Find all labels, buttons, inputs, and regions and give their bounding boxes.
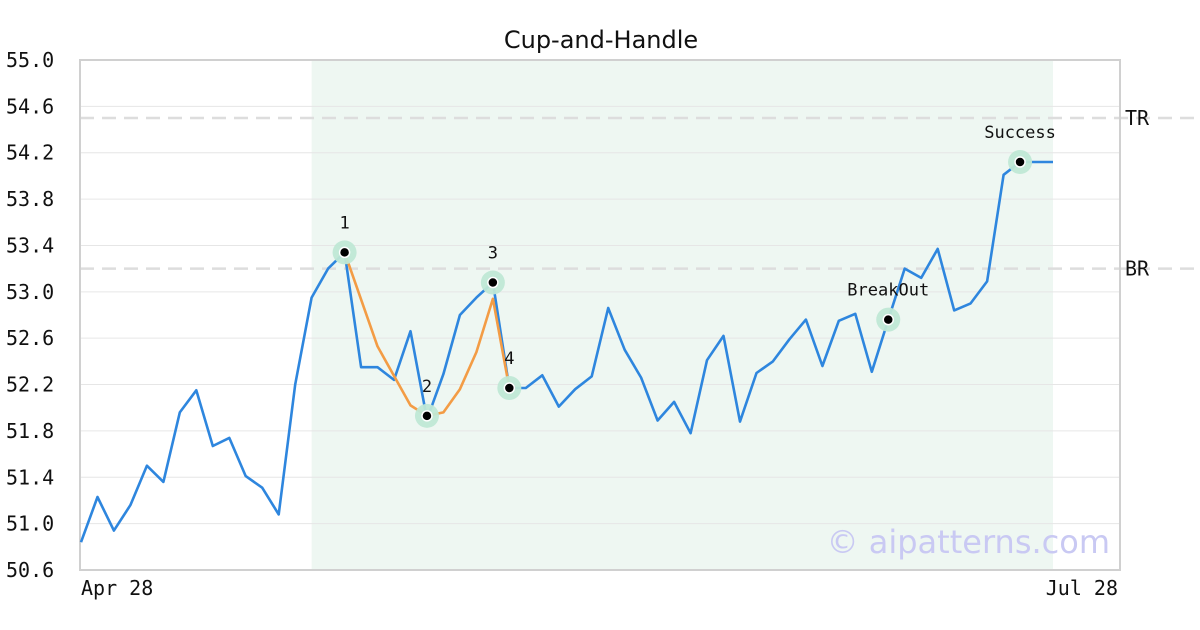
x-tick-label: Jul 28 — [1046, 576, 1118, 600]
y-tick-label: 51.0 — [6, 512, 54, 536]
y-tick-label: 54.2 — [6, 141, 54, 165]
y-tick-label: 51.8 — [6, 419, 54, 443]
plot-frame — [79, 59, 1121, 571]
marker-dot — [421, 410, 433, 422]
y-tick-label: 51.4 — [6, 465, 54, 489]
level-lines: TR BR — [80, 106, 1200, 281]
pattern-markers: 1 2 3 4 BreakOut Success — [332, 123, 1056, 428]
y-axis-tick-labels: 50.6 51.0 51.4 51.8 52.2 52.6 53.0 53.4 53.8 54.2… — [6, 48, 54, 582]
level-label: TR — [1125, 106, 1150, 130]
y-tick-label: 55.0 — [6, 48, 54, 72]
y-tick-label: 53.8 — [6, 187, 54, 211]
marker-label: 1 — [339, 213, 349, 233]
highlight-band — [311, 60, 1054, 570]
marker-dot — [338, 246, 351, 259]
x-axis-tick-labels: Apr 28 Jul 28 — [81, 576, 1118, 600]
y-tick-label: 50.6 — [6, 558, 54, 582]
marker-dot — [487, 276, 499, 289]
y-tick-label: 52.2 — [6, 373, 54, 397]
pattern-overlay-line — [343, 251, 511, 418]
marker-label: 2 — [422, 377, 432, 397]
watermark: © aipatterns.com — [827, 523, 1110, 561]
marker-label: Success — [984, 123, 1056, 143]
y-tick-label: 54.6 — [6, 94, 54, 118]
chart-title: Cup-and-Handle — [504, 26, 698, 54]
level-label: BR — [1125, 257, 1150, 281]
y-tick-label: 52.6 — [6, 326, 54, 350]
x-tick-label: Apr 28 — [81, 576, 153, 600]
y-tick-label: 53.4 — [6, 233, 54, 257]
marker-label: 3 — [488, 244, 498, 264]
marker-dot — [1014, 156, 1026, 168]
marker-label: 4 — [504, 349, 514, 369]
marker-label: BreakOut — [847, 281, 929, 301]
marker-dot — [503, 382, 516, 394]
marker-dot — [882, 313, 895, 326]
y-tick-label: 53.0 — [6, 280, 54, 304]
